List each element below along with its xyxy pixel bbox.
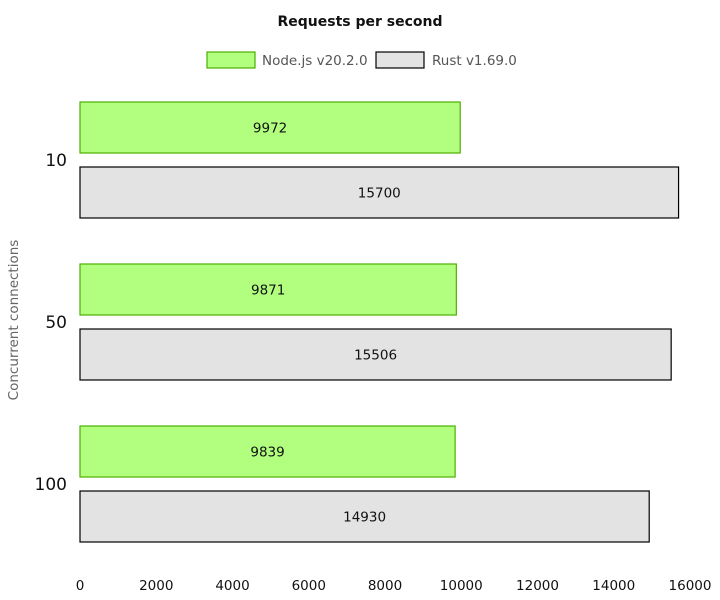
x-tick-label: 2000 [139,578,173,594]
bar-50-0 [79,263,457,316]
legend-swatch-1 [375,51,425,69]
x-axis-ticks: 0 2000 4000 6000 8000 10000 12000 14000 16000 [76,578,712,594]
legend-swatch-0 [206,51,256,69]
chart-title: Requests per second [277,14,442,30]
bar-value-label: 9839 [250,445,284,461]
category-label: 10 [45,151,67,171]
x-tick-label: 6000 [292,578,326,594]
x-tick-label: 10000 [440,578,483,594]
bar-value-label: 15700 [358,186,401,202]
bar-10-0 [79,101,461,154]
bar-value-label: 15506 [354,348,397,364]
x-tick-label: 12000 [516,578,559,594]
bar-50-1 [79,328,672,381]
y-axis-label: Concurrent connections [6,240,22,401]
bar-value-label: 9871 [251,283,285,299]
x-tick-label: 0 [76,578,85,594]
chart-legend: Node.js v20.2.0 Rust v1.69.0 [206,51,517,69]
legend-label-1: Rust v1.69.0 [432,53,517,69]
category-label: 50 [45,313,67,333]
bar-100-1 [79,490,650,543]
x-tick-label: 4000 [215,578,249,594]
bar-value-label: 14930 [343,510,386,526]
legend-label-0: Node.js v20.2.0 [262,53,368,69]
x-tick-label: 8000 [368,578,402,594]
bar-100-0 [79,425,456,478]
bars-group: 9972 15700 10 9871 15506 50 9839 14930 100 [35,101,680,543]
category-label: 100 [35,475,67,495]
bar-value-label: 9972 [253,121,287,137]
bar-10-1 [79,166,680,219]
x-tick-label: 14000 [592,578,635,594]
x-tick-label: 16000 [669,578,712,594]
